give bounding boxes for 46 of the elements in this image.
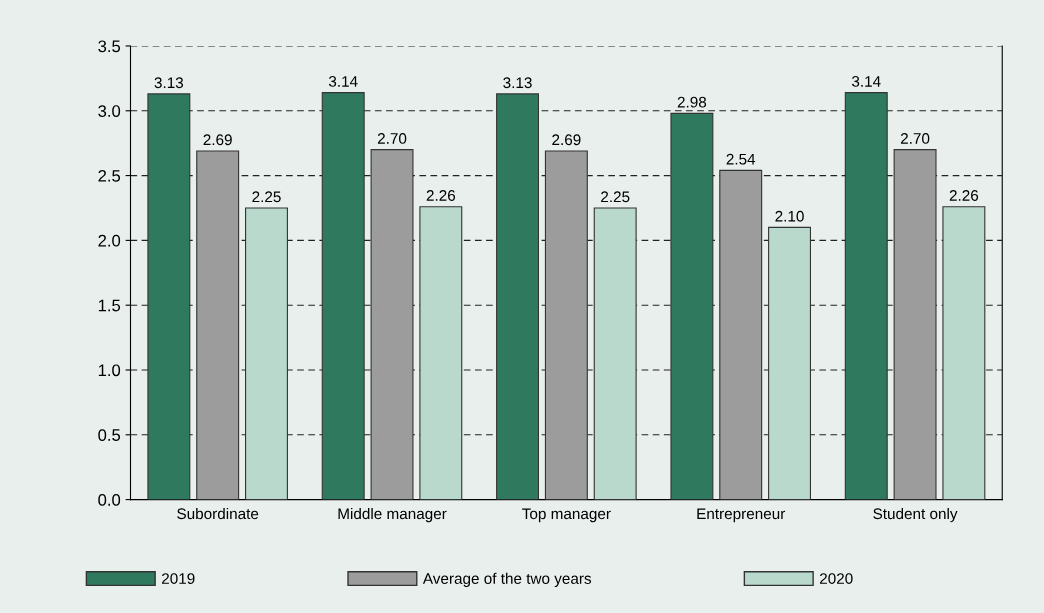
y-tick-label: 3.5 bbox=[98, 40, 121, 53]
data-label: 3.14 bbox=[328, 76, 358, 87]
y-tick-label: 0.5 bbox=[98, 429, 121, 441]
bar bbox=[321, 92, 365, 500]
bar bbox=[670, 112, 714, 500]
x-tick-label: Subordinate bbox=[177, 507, 259, 520]
y-tick-label: 2.5 bbox=[98, 169, 121, 182]
data-label: 2.70 bbox=[377, 133, 407, 144]
x-tick-label: Entrepreneur bbox=[697, 508, 786, 523]
bar bbox=[147, 93, 191, 500]
bar bbox=[593, 207, 637, 500]
data-label: 2.98 bbox=[677, 96, 707, 108]
bar bbox=[768, 226, 812, 500]
legend-label: Average of the two years bbox=[422, 572, 592, 587]
data-label: 2.26 bbox=[949, 190, 979, 201]
data-label: 2.25 bbox=[601, 191, 630, 203]
data-label: 3.13 bbox=[503, 77, 532, 89]
bar bbox=[496, 93, 540, 500]
data-label: 3.13 bbox=[154, 77, 184, 89]
data-label: 3.14 bbox=[851, 76, 881, 87]
data-label: 2.25 bbox=[252, 191, 281, 203]
x-tick-label: Top manager bbox=[522, 508, 611, 523]
y-tick-label: 3.0 bbox=[98, 105, 121, 117]
data-label: 2.10 bbox=[775, 210, 804, 222]
y-tick-label: 1.5 bbox=[98, 299, 121, 312]
y-tick-label: 0.0 bbox=[98, 494, 121, 506]
bar bbox=[942, 206, 986, 500]
data-label: 2.69 bbox=[552, 134, 581, 146]
bar bbox=[419, 206, 463, 500]
bar bbox=[370, 149, 414, 500]
legend-label: 2019 bbox=[162, 573, 195, 584]
bar bbox=[844, 92, 888, 500]
legend-label: 2020 bbox=[820, 573, 853, 584]
bar bbox=[196, 150, 240, 500]
bar bbox=[544, 150, 588, 500]
bar bbox=[245, 207, 288, 500]
bar bbox=[719, 169, 763, 500]
data-label: 2.70 bbox=[900, 133, 930, 144]
bar bbox=[893, 149, 937, 500]
x-tick-label: Middle manager bbox=[338, 507, 447, 523]
y-tick-label: 1.0 bbox=[98, 364, 121, 377]
data-label: 2.26 bbox=[426, 190, 456, 201]
x-tick-label: Student only bbox=[873, 507, 958, 523]
data-label: 2.69 bbox=[203, 134, 232, 146]
y-tick-label: 2.0 bbox=[98, 234, 121, 247]
data-label: 2.54 bbox=[726, 153, 756, 165]
